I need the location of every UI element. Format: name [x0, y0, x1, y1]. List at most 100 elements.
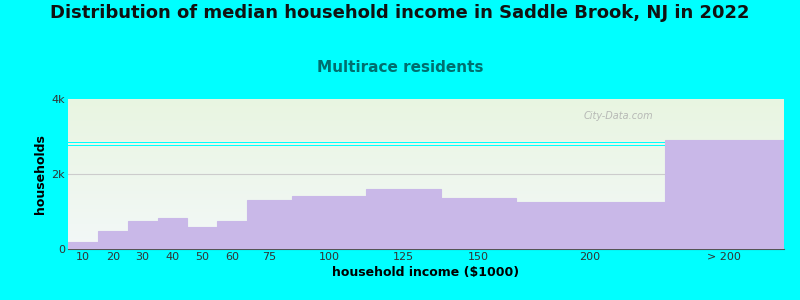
Bar — [68, 111, 784, 112]
Bar — [68, 177, 784, 178]
Bar — [68, 148, 784, 149]
Bar — [68, 139, 784, 140]
Bar — [68, 153, 784, 154]
Bar — [68, 202, 784, 203]
Bar — [68, 151, 784, 152]
Bar — [68, 178, 784, 179]
Bar — [68, 100, 784, 101]
Bar — [68, 135, 784, 136]
Bar — [68, 172, 784, 173]
Bar — [68, 122, 784, 123]
Bar — [68, 126, 784, 127]
Bar — [68, 193, 784, 194]
Bar — [68, 230, 784, 231]
Bar — [68, 169, 784, 170]
Bar — [68, 168, 784, 169]
Bar — [68, 246, 784, 247]
Bar — [68, 186, 784, 187]
Bar — [68, 236, 784, 237]
Bar — [68, 132, 784, 133]
Bar — [68, 215, 784, 216]
Bar — [68, 158, 784, 159]
Bar — [68, 212, 784, 213]
Bar — [68, 182, 784, 183]
Bar — [68, 198, 784, 199]
Bar — [68, 243, 784, 244]
Bar — [68, 161, 784, 162]
Bar — [68, 176, 784, 177]
Bar — [68, 204, 784, 205]
Bar — [68, 228, 784, 229]
Bar — [68, 188, 784, 189]
Bar — [68, 128, 784, 129]
Bar — [68, 216, 784, 217]
Bar — [68, 213, 784, 214]
Bar — [68, 194, 784, 195]
Bar — [68, 162, 784, 163]
Bar — [68, 196, 784, 197]
Bar — [68, 165, 784, 166]
Bar — [68, 149, 784, 150]
Bar — [68, 247, 784, 248]
Bar — [68, 147, 784, 148]
Bar — [68, 191, 784, 192]
Bar — [68, 195, 784, 196]
Text: City-Data.com: City-Data.com — [583, 111, 653, 121]
Bar — [68, 245, 784, 246]
Bar — [68, 175, 784, 176]
Bar — [68, 124, 784, 125]
Bar — [68, 154, 784, 155]
Bar — [68, 201, 784, 202]
Bar — [68, 197, 784, 198]
Bar — [68, 181, 784, 182]
Bar — [68, 156, 784, 157]
Bar — [68, 127, 784, 128]
Bar — [68, 211, 784, 212]
Bar — [68, 169, 784, 170]
Bar — [68, 183, 784, 184]
Bar — [68, 226, 784, 227]
Bar — [68, 205, 784, 206]
Bar — [68, 229, 784, 230]
Bar — [187, 226, 217, 249]
Bar — [68, 137, 784, 138]
Bar — [68, 200, 784, 201]
Bar — [68, 242, 98, 249]
Bar — [68, 155, 784, 156]
Bar — [68, 118, 784, 119]
Bar — [68, 120, 784, 121]
Bar — [665, 140, 784, 249]
Bar — [515, 202, 665, 249]
Bar — [68, 146, 784, 147]
Bar — [68, 100, 784, 101]
Bar — [68, 141, 784, 142]
Bar — [68, 248, 784, 249]
Bar — [68, 150, 784, 151]
Bar — [68, 206, 784, 207]
Bar — [68, 110, 784, 111]
Bar — [217, 221, 247, 249]
Bar — [68, 104, 784, 105]
Bar — [68, 167, 784, 168]
Bar — [68, 238, 784, 239]
Bar — [68, 159, 784, 160]
Bar — [68, 133, 784, 134]
Bar — [68, 184, 784, 185]
Bar — [68, 202, 784, 203]
Bar — [68, 208, 784, 209]
Bar — [68, 207, 784, 208]
Bar — [68, 174, 784, 175]
Bar — [68, 121, 784, 122]
X-axis label: household income ($1000): household income ($1000) — [333, 266, 519, 279]
Bar — [68, 157, 784, 158]
Bar — [68, 242, 784, 243]
Bar — [68, 173, 784, 174]
Bar — [68, 225, 784, 226]
Bar — [68, 105, 784, 106]
Bar — [68, 237, 784, 238]
Bar — [68, 192, 784, 193]
Bar — [68, 142, 784, 143]
Bar — [68, 180, 784, 181]
Text: Multirace residents: Multirace residents — [317, 60, 483, 75]
Bar — [68, 170, 784, 171]
